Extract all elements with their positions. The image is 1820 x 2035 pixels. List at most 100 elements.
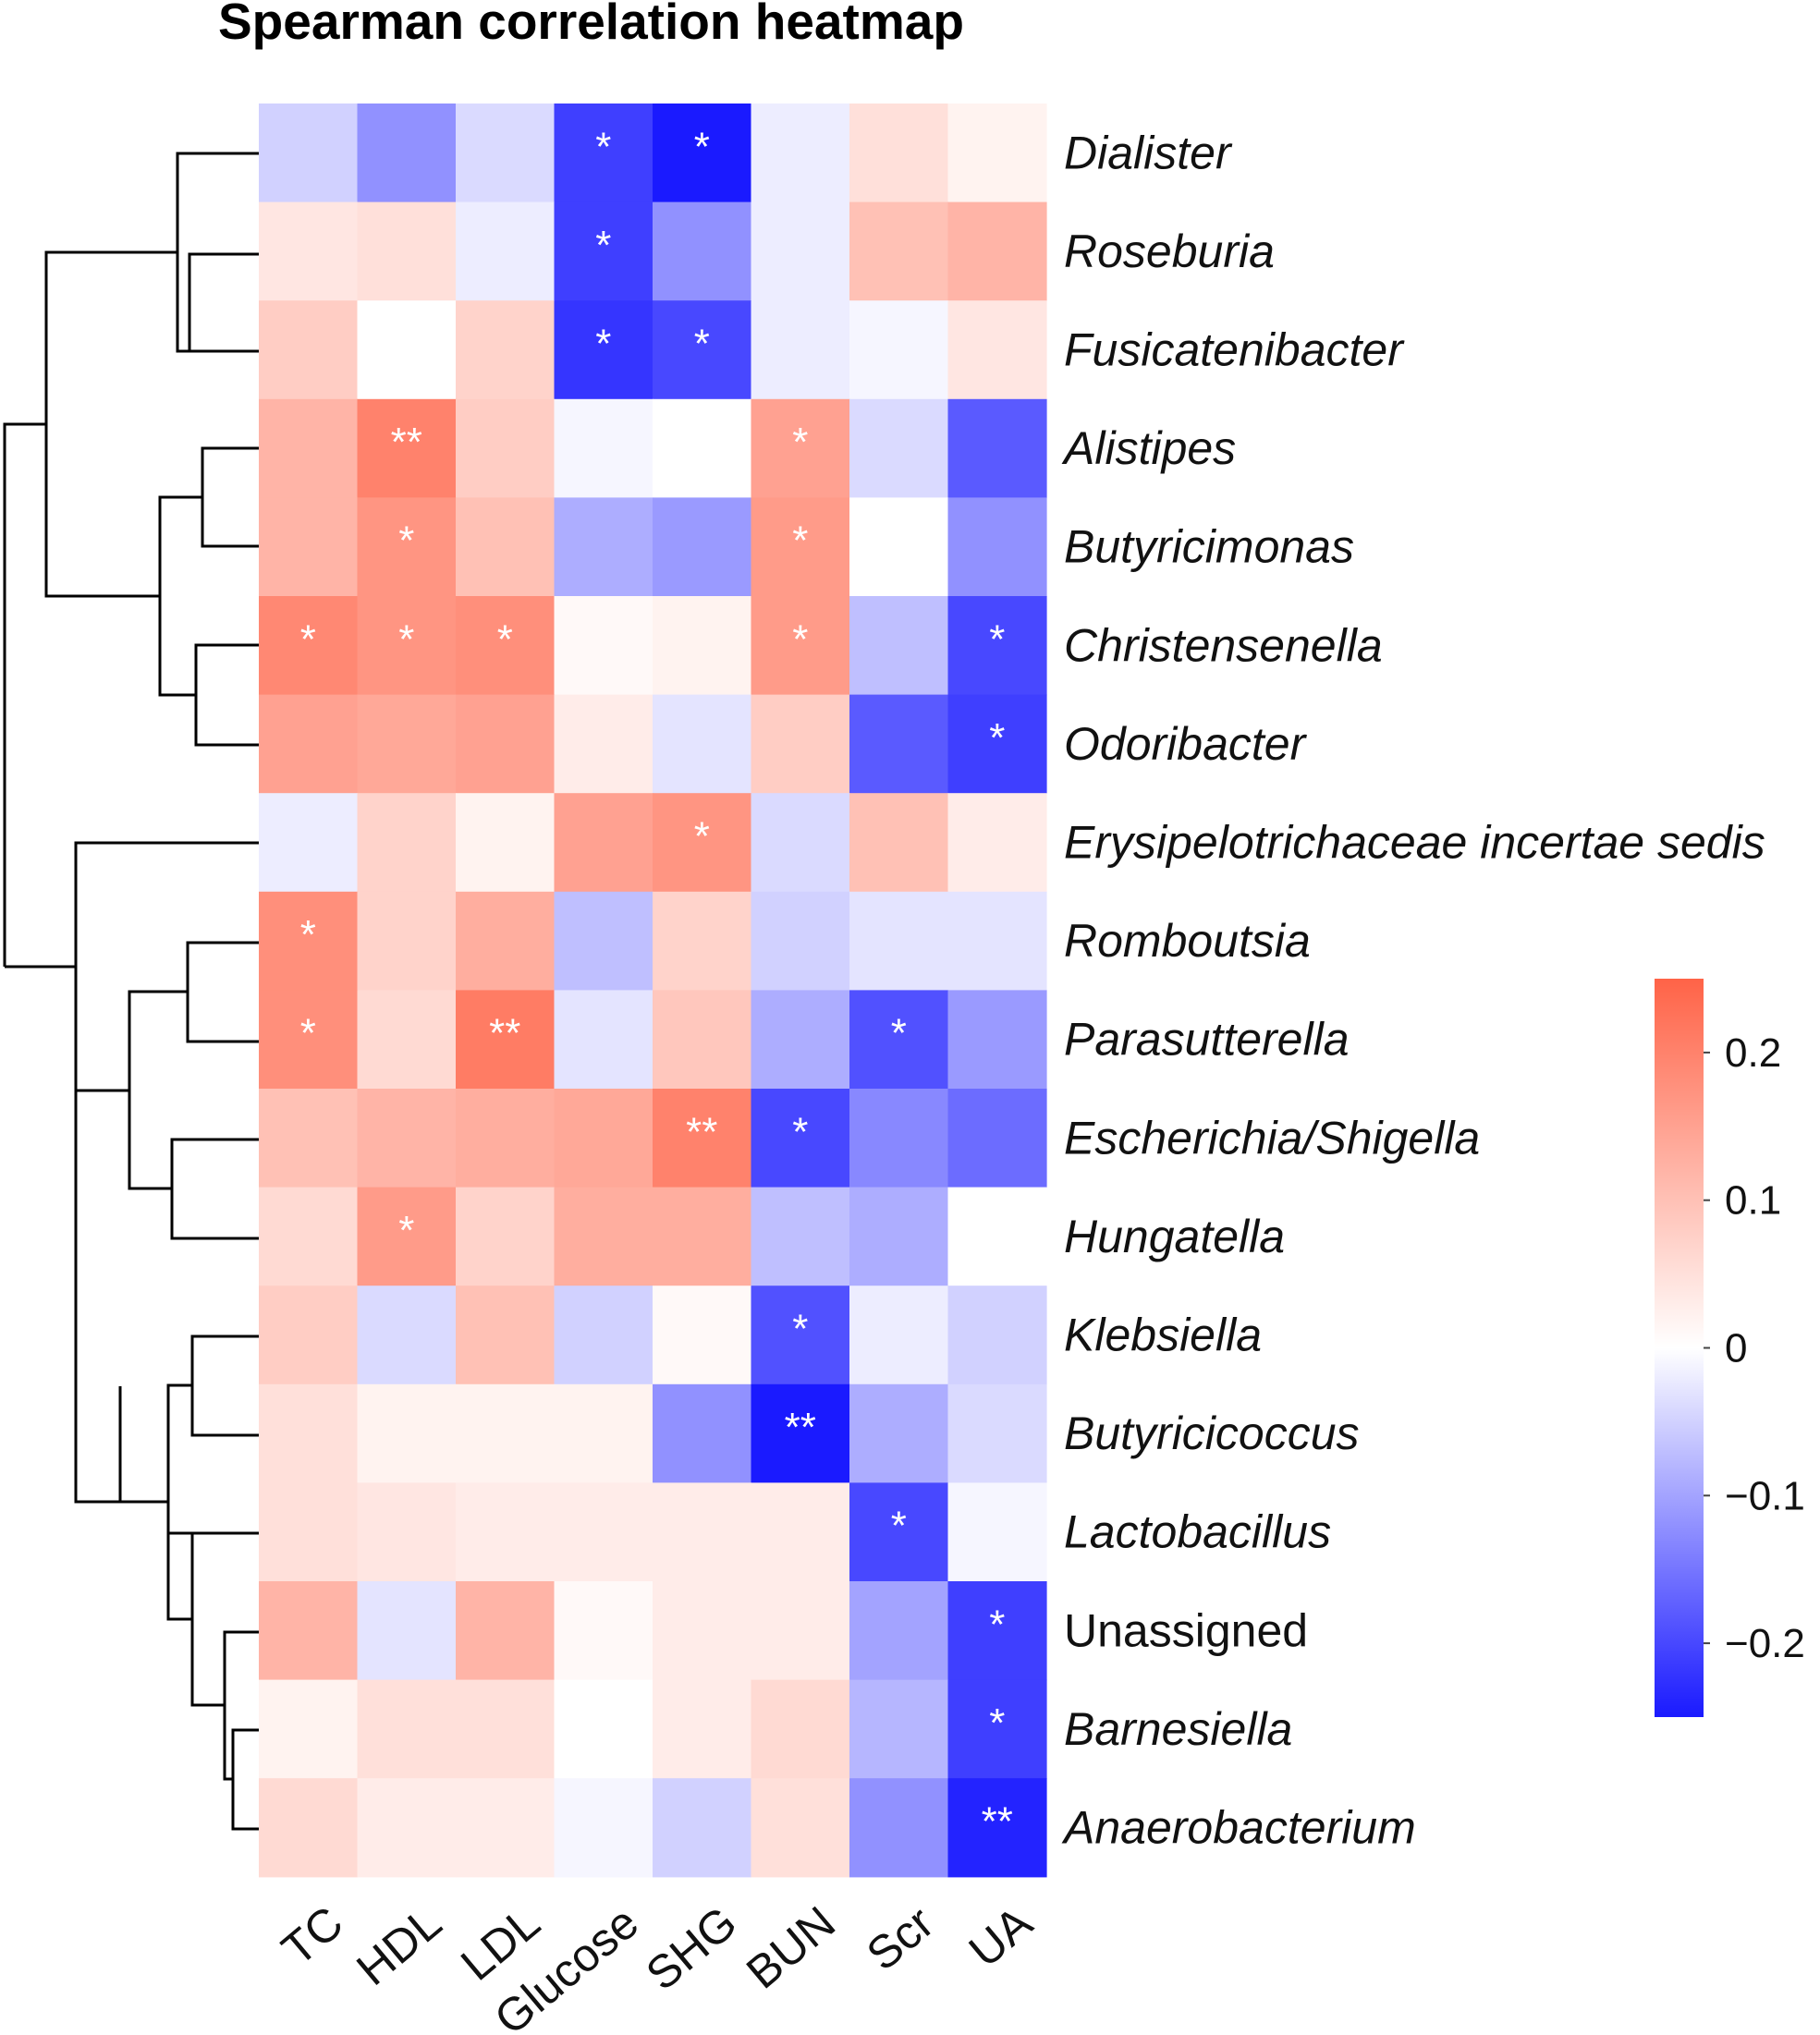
row-label: Romboutsia xyxy=(1064,915,1311,967)
legend-tick-label: −0.1 xyxy=(1725,1473,1805,1518)
row-labels: Dialister Roseburia Fusicatenibacter Alisti… xyxy=(1061,127,1765,1853)
heatmap-cell xyxy=(357,891,457,991)
heatmap-cell xyxy=(849,1581,949,1681)
legend-tick-label: 0 xyxy=(1725,1326,1747,1371)
heatmap-cell xyxy=(751,1778,850,1878)
heatmap-cell xyxy=(554,201,653,301)
significance-marker: * xyxy=(891,1011,907,1056)
significance-marker: * xyxy=(792,420,808,465)
column-label: Scr xyxy=(857,1896,943,1980)
heatmap-cell xyxy=(554,1286,653,1385)
row-label: Lactobacillus xyxy=(1064,1506,1331,1558)
significance-marker: * xyxy=(989,1700,1005,1746)
row-label: Barnesiella xyxy=(1064,1703,1292,1755)
heatmap-cell xyxy=(554,398,653,498)
significance-marker: * xyxy=(792,1307,808,1352)
heatmap-cell xyxy=(947,1778,1047,1878)
heatmap-cell xyxy=(947,891,1047,991)
heatmap-cell xyxy=(751,300,850,400)
significance-marker: * xyxy=(300,1011,316,1056)
heatmap-cell xyxy=(259,694,359,794)
heatmap-cell xyxy=(653,1778,752,1878)
column-label: BUN xyxy=(737,1896,845,1999)
heatmap-cell xyxy=(554,990,653,1090)
heatmap-cell xyxy=(259,1482,359,1582)
significance-marker: * xyxy=(595,124,611,169)
heatmap-cell xyxy=(357,1383,457,1483)
heatmap-cell xyxy=(849,891,949,991)
heatmap-cell xyxy=(751,793,850,893)
heatmap-cell xyxy=(849,398,949,498)
heatmap-cell xyxy=(751,1187,850,1286)
heatmap-cell xyxy=(947,201,1047,301)
heatmap-cell xyxy=(751,891,850,991)
legend-tick-label: 0.2 xyxy=(1725,1030,1781,1076)
color-legend: 0.2 0.1 0 −0.1 −0.2 xyxy=(1655,979,1805,1717)
heatmap-cell xyxy=(653,1679,752,1779)
row-dendrogram xyxy=(3,152,259,1831)
significance-marker: * xyxy=(989,715,1005,761)
heatmap-cell xyxy=(259,990,359,1090)
heatmap-cells xyxy=(259,104,1047,1878)
heatmap-cell xyxy=(554,891,653,991)
row-label: Parasutterella xyxy=(1064,1014,1350,1066)
heatmap-cell xyxy=(947,300,1047,400)
heatmap-cell xyxy=(849,596,949,696)
row-label: Dialister xyxy=(1064,127,1233,178)
heatmap-cell xyxy=(653,1187,752,1286)
row-label: Butyricimonas xyxy=(1064,521,1354,573)
heatmap-cell xyxy=(947,596,1047,696)
heatmap-cell xyxy=(849,990,949,1090)
column-label: HDL xyxy=(347,1896,451,1995)
row-label: Alistipes xyxy=(1061,422,1236,474)
heatmap-cell xyxy=(357,201,457,301)
heatmap-cell xyxy=(653,990,752,1090)
heatmap-cell xyxy=(259,1089,359,1188)
heatmap-cell xyxy=(751,104,850,203)
significance-marker: ** xyxy=(785,1405,816,1450)
heatmap-cell xyxy=(849,1286,949,1385)
column-label: SHG xyxy=(637,1896,747,2001)
heatmap-cell xyxy=(653,104,752,203)
heatmap-cell xyxy=(554,694,653,794)
row-label: Odoribacter xyxy=(1064,718,1308,770)
heatmap-cell xyxy=(456,891,556,991)
heatmap-cell xyxy=(456,1187,556,1286)
heatmap-cell xyxy=(653,1089,752,1188)
heatmap-cell xyxy=(849,201,949,301)
row-label: Christensenella xyxy=(1064,619,1383,671)
heatmap-cell xyxy=(259,1581,359,1681)
heatmap-cell xyxy=(849,1383,949,1483)
heatmap-cell xyxy=(947,104,1047,203)
heatmap-cell xyxy=(653,201,752,301)
heatmap-cell xyxy=(456,1089,556,1188)
heatmap-cell xyxy=(947,1679,1047,1779)
significance-marker: ** xyxy=(686,1109,717,1154)
heatmap-cell xyxy=(751,990,850,1090)
heatmap-cell xyxy=(259,793,359,893)
row-label: Hungatella xyxy=(1064,1211,1285,1262)
heatmap-cell xyxy=(947,497,1047,597)
heatmap-cell xyxy=(259,300,359,400)
heatmap-cell xyxy=(751,694,850,794)
heatmap-cell xyxy=(653,793,752,893)
heatmap-cell xyxy=(653,300,752,400)
heatmap-cell xyxy=(357,793,457,893)
heatmap-cell xyxy=(947,1581,1047,1681)
column-label: UA xyxy=(959,1895,1043,1977)
heatmap-cell xyxy=(751,1679,850,1779)
significance-marker: * xyxy=(595,322,611,367)
heatmap-cell xyxy=(357,104,457,203)
heatmap-cell xyxy=(751,1286,850,1385)
significance-marker: * xyxy=(891,1504,907,1549)
heatmap-cell xyxy=(259,596,359,696)
heatmap-cell xyxy=(751,497,850,597)
row-label: Klebsiella xyxy=(1064,1310,1262,1361)
heatmap-cell xyxy=(554,1089,653,1188)
heatmap-cell xyxy=(947,1187,1047,1286)
heatmap-cell xyxy=(456,793,556,893)
row-label: Escherichia/Shigella xyxy=(1064,1112,1480,1164)
heatmap-cell xyxy=(751,596,850,696)
heatmap-cell xyxy=(849,1482,949,1582)
significance-marker: * xyxy=(300,616,316,662)
